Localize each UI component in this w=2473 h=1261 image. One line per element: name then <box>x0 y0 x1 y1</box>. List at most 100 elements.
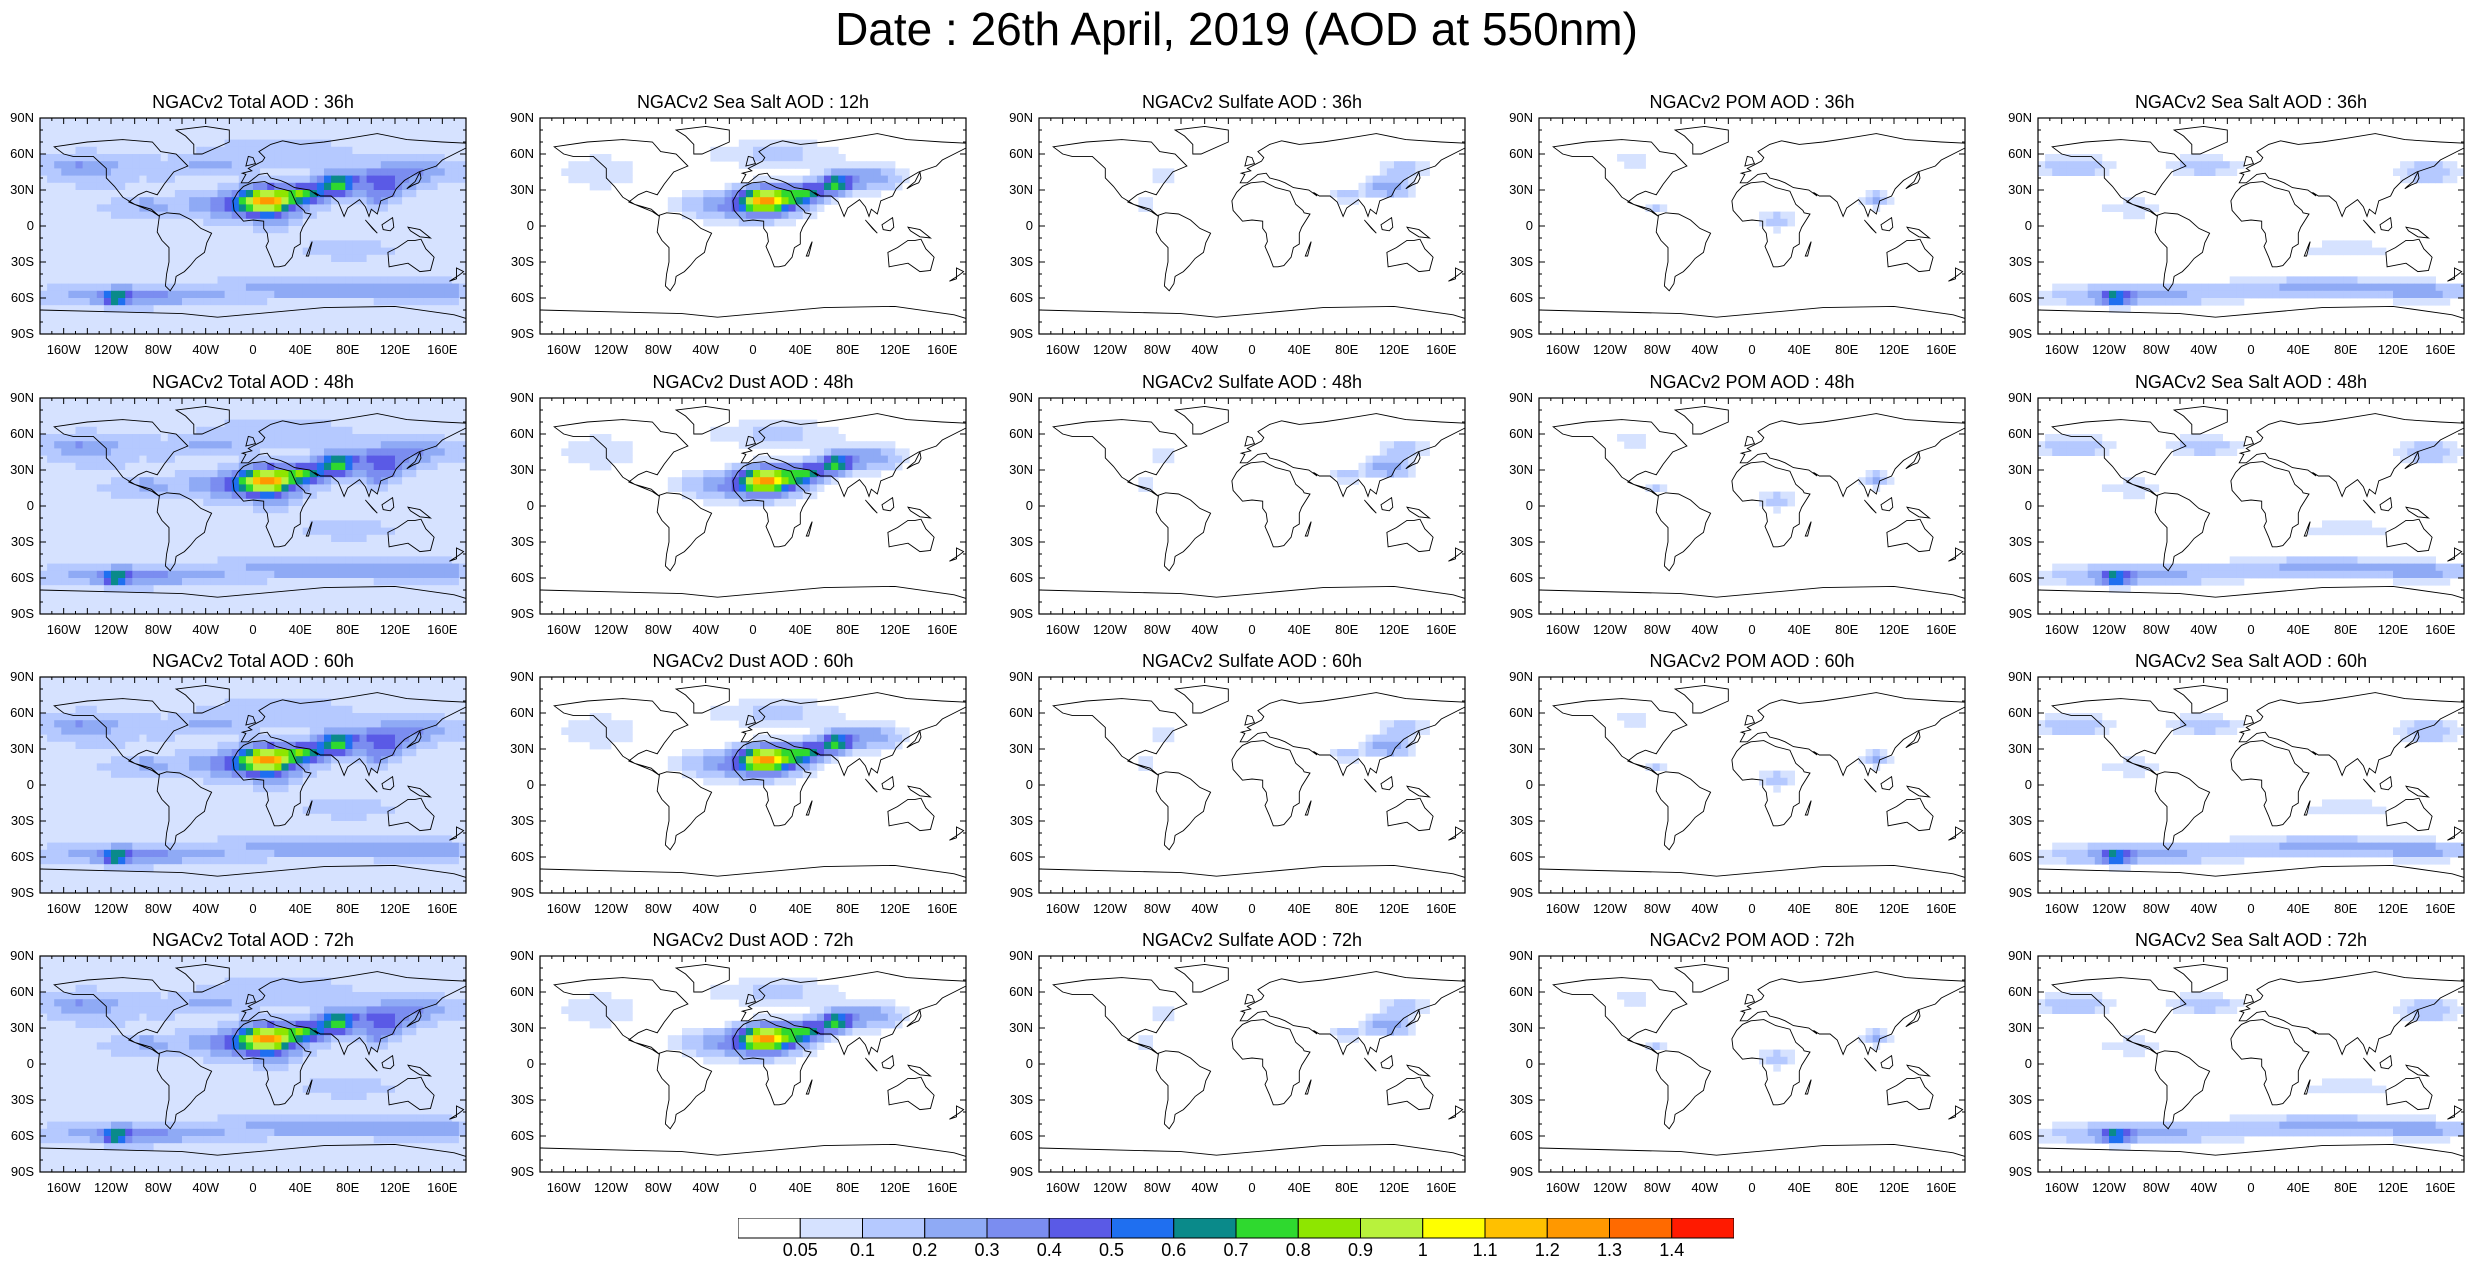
lon-tick-label: 120W <box>1093 342 1128 357</box>
coastline <box>553 698 689 776</box>
coastline <box>245 155 257 167</box>
lat-tick-label: 30N <box>1009 741 1033 756</box>
lat-tick-label: 30N <box>2008 1020 2032 1035</box>
coastline <box>2404 170 2420 190</box>
lon-tick-label: 80E <box>1335 1180 1358 1195</box>
lon-tick-label: 120E <box>2378 622 2409 637</box>
lon-tick-label: 160E <box>1426 901 1457 916</box>
antarctica-coast <box>1538 1143 1966 1157</box>
coastline <box>2154 492 2211 572</box>
lat-tick-label: 90S <box>1010 326 1033 341</box>
antarctica-coast <box>39 864 467 878</box>
coastline <box>1364 499 1377 514</box>
coastline <box>2404 1008 2420 1028</box>
antarctica-coast <box>1038 864 1466 878</box>
lat-tick-label: 90N <box>2008 948 2032 963</box>
coastline <box>553 139 689 217</box>
colorbar-label: 0.7 <box>1223 1240 1248 1258</box>
coastline <box>1906 785 1932 798</box>
lon-tick-label: 40E <box>2287 342 2310 357</box>
lon-tick-label: 160W <box>47 901 82 916</box>
aod-map-sulfate: 90N 60N 30N 0 30S 60S 90S 160W 120W 80W 40W 0 40E 80E… <box>1009 669 1466 916</box>
colorbar-label: 1.1 <box>1472 1240 1497 1258</box>
lon-tick-label: 0 <box>2247 901 2254 916</box>
map-frame <box>1038 397 1466 615</box>
lon-tick-label: 120W <box>1593 622 1628 637</box>
coastline <box>865 1057 878 1072</box>
coastline <box>1231 1019 1311 1106</box>
lat-tick-label: 90N <box>1509 669 1533 684</box>
lon-tick-label: 160W <box>547 1180 582 1195</box>
lat-tick-label: 0 <box>2025 218 2032 233</box>
lon-tick-label: 160E <box>427 901 458 916</box>
lat-tick-label: 60N <box>510 426 534 441</box>
coastline <box>1380 496 1394 512</box>
coastline <box>740 413 967 498</box>
coastline <box>2363 1057 2376 1072</box>
aod-field <box>2038 713 2465 872</box>
coastline <box>2172 684 2228 714</box>
coastline <box>865 499 878 514</box>
lon-tick-label: 160W <box>47 342 82 357</box>
lon-tick-label: 40E <box>789 342 812 357</box>
antarctica-coast <box>2037 864 2465 878</box>
coastline <box>2447 267 2463 282</box>
lon-tick-label: 160W <box>1546 1180 1581 1195</box>
lon-tick-label: 40W <box>1691 342 1718 357</box>
lat-tick-label: 90N <box>1009 390 1033 405</box>
lat-tick-label: 90S <box>1510 885 1533 900</box>
lat-tick-label: 0 <box>527 218 534 233</box>
lon-tick-label: 0 <box>249 901 256 916</box>
panel-title: NGACv2 Dust AOD : 60h <box>652 651 854 671</box>
coastline <box>1948 826 1964 841</box>
lon-tick-label: 0 <box>1248 342 1255 357</box>
lon-tick-label: 160E <box>2425 622 2456 637</box>
lon-tick-label: 40E <box>789 901 812 916</box>
lon-tick-label: 40E <box>789 622 812 637</box>
lat-tick-label: 0 <box>27 498 34 513</box>
aod-map-seasalt: 90N 60N 30N 0 30S 60S 90S 160W 120W 80W 40W 0 40E 80E… <box>2008 390 2465 637</box>
aod-map-pom: 90N 60N 30N 0 30S 60S 90S 160W 120W 80W 40W 0 40E 80E… <box>1509 948 1966 1195</box>
panel-title: NGACv2 Sulfate AOD : 36h <box>1141 92 1363 112</box>
lon-tick-label: 160W <box>1046 901 1081 916</box>
coastline <box>1886 1076 1934 1111</box>
lon-tick-label: 80W <box>2143 342 2170 357</box>
lon-tick-label: 40E <box>289 622 312 637</box>
coastline <box>805 241 813 257</box>
lon-tick-label: 80E <box>1335 901 1358 916</box>
lon-tick-label: 120E <box>1379 622 1410 637</box>
coastline <box>1405 729 1421 749</box>
coastline <box>887 797 935 832</box>
lat-tick-label: 60S <box>2009 290 2032 305</box>
coastline <box>449 267 465 282</box>
lat-tick-label: 30N <box>1509 182 1533 197</box>
lon-tick-label: 120W <box>594 901 629 916</box>
coastline <box>1880 216 1894 232</box>
coastline <box>1380 775 1394 791</box>
lat-tick-label: 60N <box>2008 705 2032 720</box>
panel-title: NGACv2 POM AOD : 48h <box>1649 372 1855 392</box>
coastline <box>732 740 812 827</box>
coastline <box>2238 133 2465 218</box>
lon-tick-label: 80E <box>1835 1180 1858 1195</box>
map-frame <box>1538 117 1966 335</box>
coastline <box>740 133 967 218</box>
coastline <box>174 125 230 155</box>
coastline <box>1304 800 1312 816</box>
coastline <box>1552 419 1688 497</box>
aod-field <box>2038 992 2465 1151</box>
map-frame <box>1538 955 1966 1173</box>
coastline <box>553 419 689 497</box>
coastline <box>1905 1008 1921 1028</box>
coastline <box>2447 1105 2463 1120</box>
lat-tick-label: 90N <box>2008 390 2032 405</box>
lon-tick-label: 80W <box>145 1180 172 1195</box>
lat-tick-label: 90S <box>1010 885 1033 900</box>
coastline <box>1386 1076 1434 1111</box>
coastline <box>2405 1064 2431 1077</box>
coastline <box>1731 181 1811 268</box>
lon-tick-label: 40W <box>192 901 219 916</box>
lon-tick-label: 120W <box>594 342 629 357</box>
coastline <box>381 216 395 232</box>
lat-tick-label: 0 <box>1526 1056 1533 1071</box>
